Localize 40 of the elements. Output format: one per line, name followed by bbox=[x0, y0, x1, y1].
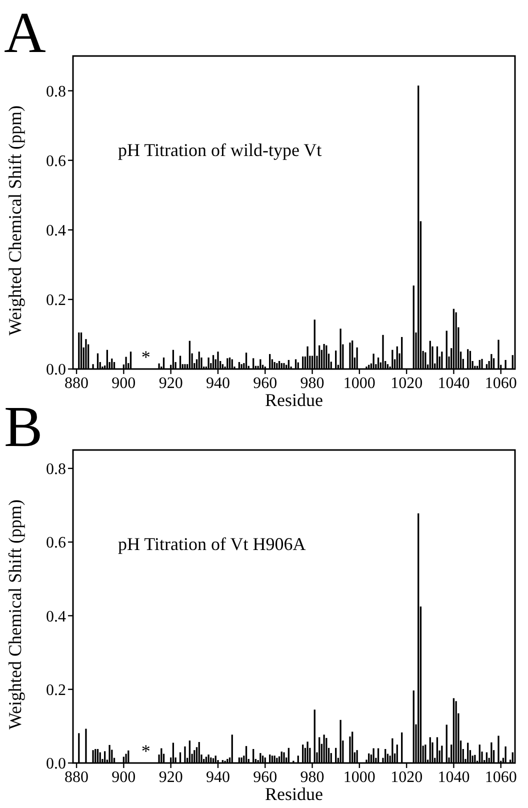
y-tick-label: 0.2 bbox=[46, 292, 66, 310]
y-tick-label: 0.6 bbox=[46, 534, 66, 552]
x-tick-label: 1000 bbox=[343, 375, 376, 392]
x-tick-label: 1020 bbox=[390, 375, 423, 392]
y-tick-label: 0.4 bbox=[46, 222, 66, 240]
x-tick-label: 1040 bbox=[438, 769, 470, 786]
chart-title: B bbox=[4, 394, 43, 459]
x-tick-label: 1060 bbox=[484, 375, 517, 392]
x-tick-label: 980 bbox=[300, 375, 324, 392]
y-axis-title: Weighted Chemical Shift (ppm) bbox=[5, 499, 25, 730]
y-tick-label: 0.4 bbox=[46, 608, 66, 626]
x-tick-label: 940 bbox=[206, 769, 230, 786]
x-tick-label: 920 bbox=[158, 769, 183, 786]
x-tick-label: 1020 bbox=[390, 769, 423, 786]
y-tick-label: 0.0 bbox=[46, 756, 66, 773]
y-axis-title: Weighted Chemical Shift (ppm) bbox=[5, 105, 25, 336]
x-tick-label: 1060 bbox=[484, 769, 517, 786]
x-tick-label: 880 bbox=[64, 375, 89, 392]
y-tick-label: 0.8 bbox=[46, 461, 66, 478]
y-tick-label: 0.2 bbox=[46, 682, 66, 699]
x-axis-title: Residue bbox=[265, 784, 323, 804]
x-tick-label: 920 bbox=[158, 375, 183, 392]
x-tick-label: 980 bbox=[300, 769, 324, 786]
annotation: pH Titration of Vt H906A bbox=[118, 534, 306, 554]
y-tick-label: 0.8 bbox=[46, 83, 66, 100]
x-tick-label: 960 bbox=[253, 769, 278, 786]
x-tick-label: 900 bbox=[112, 769, 136, 786]
x-axis-title: Residue bbox=[265, 390, 323, 410]
x-tick-label: 960 bbox=[253, 375, 278, 392]
chart-title: A bbox=[4, 0, 46, 65]
annotation: * bbox=[141, 741, 150, 761]
annotation: * bbox=[141, 347, 150, 367]
x-tick-label: 1040 bbox=[438, 375, 470, 392]
x-tick-label: 900 bbox=[112, 375, 136, 392]
y-tick-label: 0.6 bbox=[46, 152, 66, 170]
y-tick-label: 0.0 bbox=[46, 362, 66, 379]
annotation: pH Titration of wild-type Vt bbox=[118, 140, 322, 160]
x-tick-label: 940 bbox=[206, 375, 230, 392]
x-tick-label: 1000 bbox=[343, 769, 376, 786]
x-tick-label: 880 bbox=[64, 769, 89, 786]
